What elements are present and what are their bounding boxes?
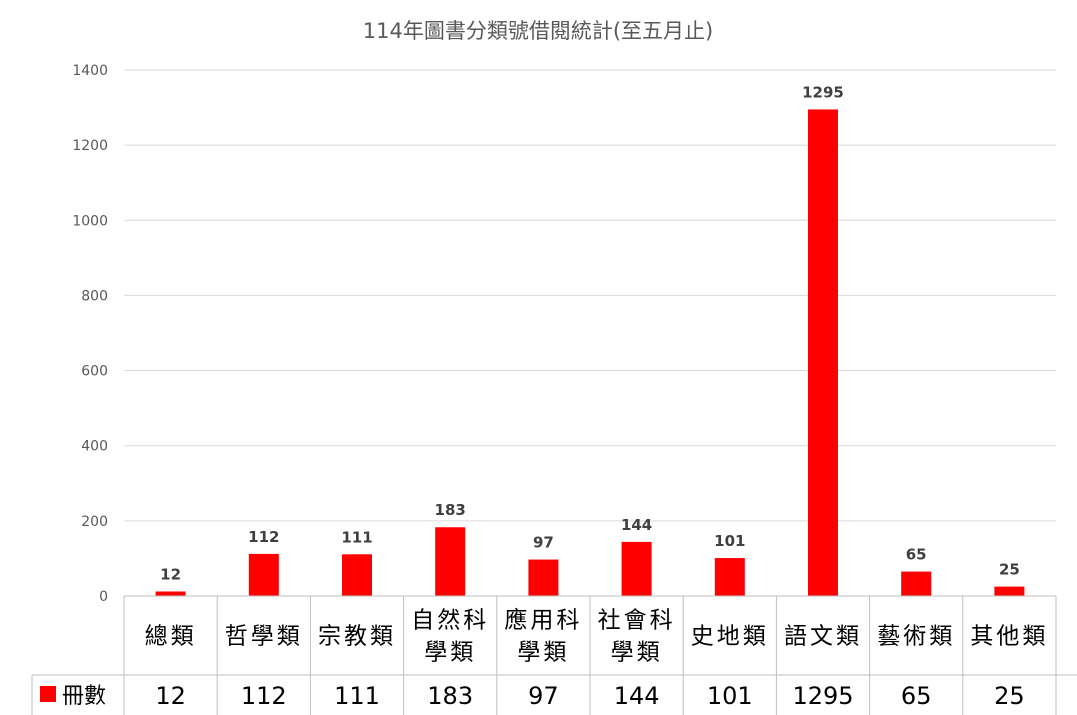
- category-label: 哲學類: [225, 624, 303, 650]
- category-label: 應用科: [504, 608, 582, 634]
- data-label: 65: [906, 546, 927, 564]
- data-label: 183: [435, 501, 466, 519]
- data-label: 1295: [802, 83, 844, 101]
- y-tick-label: 1400: [72, 63, 108, 79]
- y-tick-label: 0: [99, 589, 108, 605]
- category-label: 史地類: [691, 624, 769, 650]
- bar: [714, 558, 745, 596]
- table-value: 111: [334, 682, 380, 710]
- y-tick-label: 1000: [72, 213, 108, 229]
- category-label: 學類: [517, 640, 569, 666]
- table-value: 25: [994, 682, 1025, 710]
- category-label: 其他類: [970, 624, 1048, 650]
- data-label: 25: [999, 561, 1020, 579]
- category-label: 學類: [424, 640, 476, 666]
- legend-swatch: [40, 686, 56, 702]
- y-tick-label: 400: [81, 439, 108, 455]
- category-label: 社會科: [598, 608, 676, 634]
- category-label: 學類: [611, 640, 663, 666]
- table-value: 97: [528, 682, 559, 710]
- table-value: 101: [707, 682, 753, 710]
- bar: [248, 553, 279, 596]
- bar: [621, 541, 652, 596]
- bar: [342, 554, 372, 596]
- table-value: 183: [427, 682, 473, 710]
- legend-series-name: 冊數: [62, 684, 106, 709]
- data-label: 97: [533, 534, 554, 552]
- bar: [435, 527, 466, 596]
- bar: [155, 591, 186, 596]
- bar: [528, 559, 559, 596]
- y-tick-label: 200: [81, 514, 108, 530]
- category-label: 藝術類: [877, 624, 955, 650]
- table-value: 65: [901, 682, 932, 710]
- data-label: 144: [621, 516, 652, 534]
- data-label: 12: [160, 565, 181, 583]
- y-tick-label: 1200: [72, 138, 108, 154]
- data-label: 111: [341, 528, 372, 546]
- bar: [901, 571, 932, 596]
- table-value: 12: [155, 682, 186, 710]
- y-axis: 0 200 400 600 800 1000 1200 1400: [72, 63, 108, 605]
- category-label: 語文類: [784, 624, 862, 650]
- chart-title: 114年圖書分類號借閱統計(至五月止): [363, 19, 713, 43]
- bar: [994, 586, 1025, 596]
- y-tick-label: 800: [81, 288, 108, 304]
- bar: [808, 109, 838, 596]
- y-tick-label: 600: [81, 364, 108, 380]
- table-value: 1295: [792, 682, 853, 710]
- table-value: 144: [614, 682, 660, 710]
- category-label: 總類: [145, 624, 197, 650]
- table-value: 112: [241, 682, 287, 710]
- data-label: 112: [248, 528, 279, 546]
- data-label: 101: [714, 532, 745, 550]
- category-label: 自然科: [411, 608, 489, 634]
- category-label: 宗教類: [318, 624, 396, 650]
- bar-series: [155, 109, 1025, 596]
- gridlines: [124, 69, 1056, 522]
- value-labels: 12 112 111 183 97 144 101 1295 65 25: [160, 83, 1020, 583]
